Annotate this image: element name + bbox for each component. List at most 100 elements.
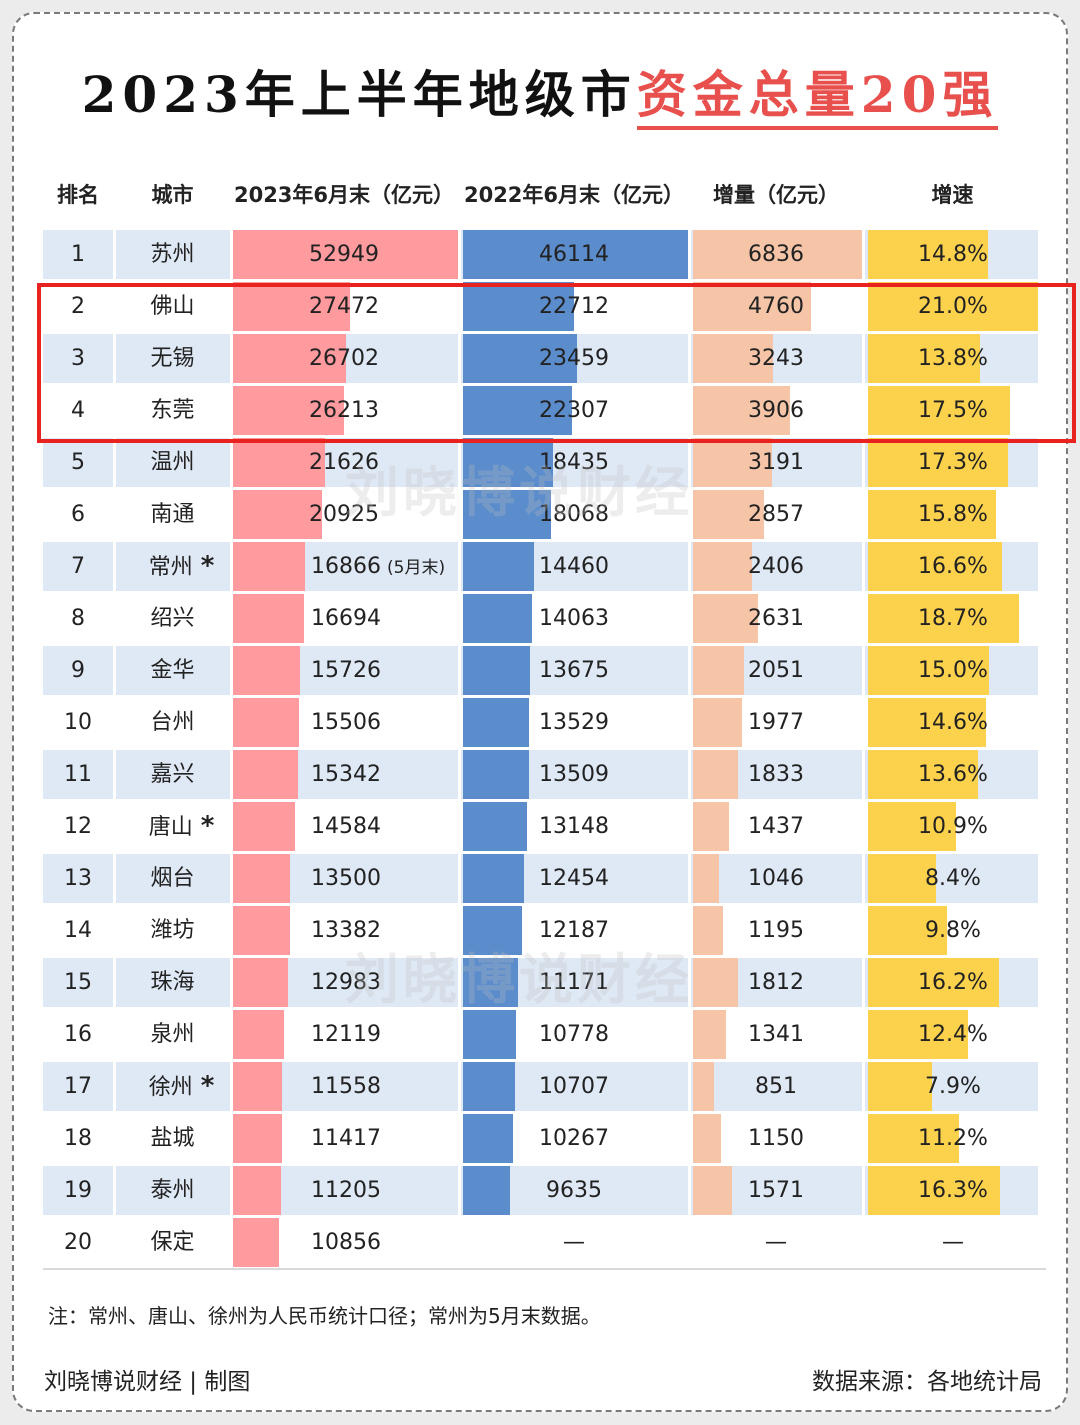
growth-label: 7.9% [925,1074,981,1099]
watermark: 刘晓博说财经 [345,948,693,1011]
title-highlight: 资金总量20强 [636,65,999,130]
value-2023-label: 11205 [311,1166,381,1215]
cell-gap [458,1166,461,1215]
bar-growth [868,334,980,383]
cell-gap [458,1010,461,1059]
cell-gap [688,542,691,591]
cell-gap [862,854,865,903]
cell-gap [862,334,865,383]
bar-v2023 [233,542,305,591]
growth-label: 14.8% [918,242,988,267]
bar-inc [693,906,723,955]
city-label: 盐城 [115,1114,230,1163]
cell-gap [458,802,461,851]
city-name: 金华 [150,658,195,683]
cell-gap [458,750,461,799]
cell-gap [458,854,461,903]
rank-label: 7 [71,554,85,579]
author-credit: 刘晓博说财经 | 制图 [44,1369,251,1395]
cell-gap [862,282,865,331]
cell-gap [113,906,116,955]
cell-gap [113,386,116,435]
value-2023-label: 16694 [311,594,381,643]
cell-gap [862,386,865,435]
cell-gap [862,594,865,643]
cell-gap [862,1218,865,1267]
bar-v2022 [463,1010,516,1059]
city-name: 嘉兴 [150,762,195,787]
bar-v2023 [233,438,325,487]
header-rank: 排名 [57,183,99,207]
value-2022-label: 14063 [539,606,609,631]
cell-gap [458,646,461,695]
cell-gap [688,438,691,487]
value-2023: 12119 [311,1022,381,1047]
value-2023: 26213 [309,398,379,423]
bar-inc [693,958,738,1007]
rank-label: 12 [64,814,92,839]
growth-label: 13.6% [918,762,988,787]
cell-gap [230,698,233,747]
header-growth: 增速 [931,183,974,207]
value-2022-label: 23459 [539,346,609,371]
rank-label: 9 [71,658,85,683]
cell-gap [230,1166,233,1215]
bar-inc [693,1010,726,1059]
bar-v2022 [463,1114,513,1163]
bar-v2022 [463,854,524,903]
star-mark: * [200,551,215,581]
increase-label: 1833 [748,762,804,787]
rank-label: 20 [64,1230,92,1255]
rank-label: 4 [71,398,85,423]
cell-gap [230,750,233,799]
cell-gap [230,646,233,695]
value-2023: 15342 [311,762,381,787]
value-2023-label: 11558 [311,1062,381,1111]
value-2023: 13382 [311,918,381,943]
cell-gap [113,542,116,591]
rank-label: 5 [71,450,85,475]
header-2023: 2023年6月末（亿元） [233,183,455,207]
cell-gap [862,1062,865,1111]
value-2022-label: 10267 [539,1126,609,1151]
value-2023: 13500 [311,866,381,891]
value-2023-label: 11417 [311,1114,381,1163]
cell-gap [458,1114,461,1163]
city-label: 台州 [115,698,230,747]
increase-label: 1341 [748,1022,804,1047]
cell-gap [113,854,116,903]
cell-gap [688,958,691,1007]
highlight-box [37,283,1076,443]
bar-inc [693,802,729,851]
bar-inc [693,438,772,487]
cell-gap [688,802,691,851]
bar-growth [868,594,1019,643]
bar-growth [868,646,989,695]
value-2023-label: 16866 (5月末) [311,542,445,591]
cell-gap [688,854,691,903]
cell-gap [230,438,233,487]
growth-label: — [942,1230,964,1255]
cell-gap [862,1166,865,1215]
bar-v2023 [233,1114,282,1163]
value-2023: 52949 [309,242,379,267]
bar-v2022 [463,750,529,799]
city-label: 苏州 [115,230,230,279]
growth-label: 12.4% [918,1022,988,1047]
bar-growth [868,1010,968,1059]
city-label: 常州 * [115,542,230,591]
bar-v2022 [463,698,529,747]
bar-v2023 [233,958,288,1007]
cell-gap [230,386,233,435]
increase-label: 2051 [748,658,804,683]
value-2022-label: 13529 [539,710,609,735]
bar-v2023 [233,386,344,435]
value-note: (5月末) [387,558,446,578]
city-label: 泰州 [115,1166,230,1215]
cell-gap [688,230,691,279]
cell-gap [862,490,865,539]
bar-v2023 [233,1062,282,1111]
rank-label: 15 [64,970,92,995]
value-2023-label: 12983 [311,958,381,1007]
bar-inc [693,646,744,695]
